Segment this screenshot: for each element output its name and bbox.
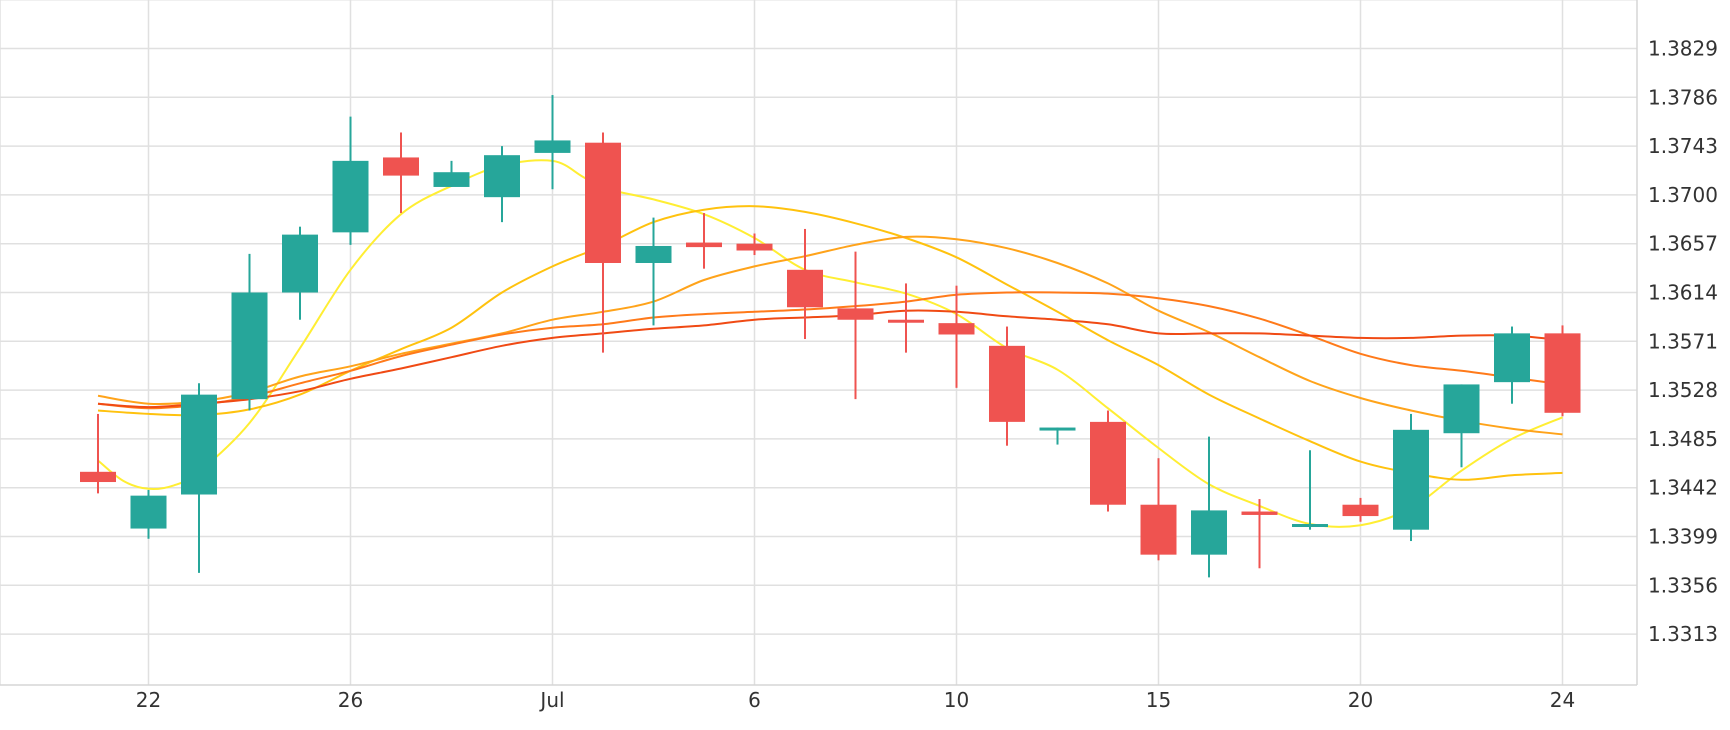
candle — [433, 160, 470, 187]
candle-body — [635, 245, 672, 263]
moving-average-line — [97, 159, 1563, 528]
candle — [585, 132, 621, 353]
candle-body — [938, 323, 975, 335]
candle-body — [484, 155, 520, 198]
candle-body — [585, 142, 621, 263]
y-tick-label: 1.3485 — [1648, 427, 1718, 451]
candle — [130, 489, 167, 539]
candle-body — [1494, 333, 1530, 383]
axes: 1.3829 1.3786 1.3743 1.3700 1.3657 1.3614 1.35… — [0, 0, 1718, 712]
candle — [181, 383, 217, 573]
candle — [1393, 413, 1429, 542]
x-tick-label: 26 — [338, 688, 363, 712]
candle-body — [1039, 427, 1076, 431]
x-tick-label: 22 — [136, 688, 161, 712]
y-tick-label: 1.3743 — [1648, 134, 1718, 158]
moving-average-line — [97, 291, 1563, 410]
y-tick-label: 1.3356 — [1648, 573, 1718, 597]
x-tick-label: 15 — [1146, 688, 1171, 712]
candle-body — [686, 242, 722, 248]
candle — [332, 116, 369, 245]
candle — [80, 413, 116, 494]
candle — [484, 146, 520, 223]
y-tick-label: 1.3614 — [1648, 281, 1718, 305]
candle — [1292, 450, 1328, 530]
candle-body — [736, 243, 773, 251]
candle — [383, 132, 419, 214]
candle — [736, 233, 773, 256]
candle — [282, 226, 318, 320]
candle — [1241, 499, 1278, 569]
candle-body — [1393, 429, 1429, 530]
x-tick-label: 24 — [1550, 688, 1575, 712]
candle-body — [231, 292, 268, 400]
y-tick-label: 1.3786 — [1648, 85, 1718, 109]
x-tick-label: 20 — [1348, 688, 1373, 712]
candle-body — [282, 234, 318, 293]
candle-body — [130, 495, 167, 529]
candle-body — [1090, 421, 1126, 505]
candle-body — [1292, 524, 1328, 528]
candle — [1494, 326, 1530, 404]
candle — [787, 228, 823, 340]
candle — [1140, 458, 1177, 561]
candle — [837, 251, 874, 400]
candle-body — [1544, 333, 1581, 413]
candle-body — [888, 319, 924, 323]
moving-average-line — [97, 235, 1563, 436]
candle — [1544, 325, 1581, 417]
candle — [989, 326, 1025, 446]
candle-body — [1241, 511, 1278, 515]
candle-body — [1443, 384, 1480, 434]
y-tick-label: 1.3399 — [1648, 525, 1718, 549]
candle — [635, 217, 672, 326]
candle-body — [332, 160, 369, 233]
y-tick-label: 1.3313 — [1648, 622, 1718, 646]
y-tick-label: 1.3700 — [1648, 183, 1718, 207]
candle — [534, 95, 571, 190]
candle-body — [787, 269, 823, 308]
x-tick-label: Jul — [538, 688, 564, 712]
y-tick-label: 1.3571 — [1648, 329, 1718, 353]
candle-body — [433, 172, 470, 187]
candle-body — [534, 140, 571, 153]
candle — [1090, 410, 1126, 512]
candle — [231, 253, 268, 411]
candle — [1443, 384, 1480, 468]
candle — [1342, 497, 1379, 522]
candle-body — [1140, 504, 1177, 555]
candle — [938, 285, 975, 388]
candle — [888, 283, 924, 353]
candle — [686, 213, 722, 269]
y-tick-label: 1.3657 — [1648, 232, 1718, 256]
candle-body — [1191, 510, 1227, 555]
y-tick-label: 1.3528 — [1648, 378, 1718, 402]
x-tick-label: 6 — [748, 688, 761, 712]
candle-body — [1342, 504, 1379, 517]
candles — [80, 95, 1581, 578]
candle-body — [383, 157, 419, 176]
candle-body — [837, 308, 874, 320]
y-tick-label: 1.3829 — [1648, 37, 1718, 61]
candle — [1039, 427, 1076, 445]
candle-body — [181, 394, 217, 495]
candle-body — [80, 471, 116, 483]
candle-body — [989, 345, 1025, 422]
candle — [1191, 436, 1227, 578]
x-tick-label: 10 — [944, 688, 969, 712]
moving-averages — [97, 159, 1563, 528]
moving-average-line — [97, 309, 1563, 409]
y-tick-label: 1.3442 — [1648, 476, 1718, 500]
